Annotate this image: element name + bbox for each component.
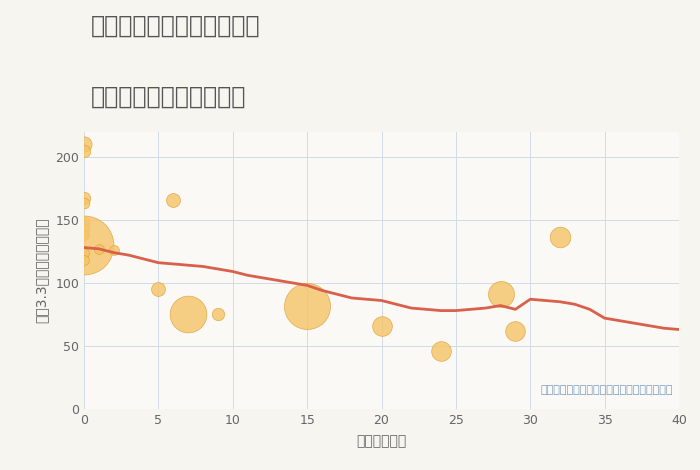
Point <box>108 246 119 254</box>
Point <box>435 347 447 355</box>
Point <box>510 327 521 335</box>
Point <box>78 249 90 256</box>
Text: 円の大きさは、取引のあった物件面積を示す: 円の大きさは、取引のあった物件面積を示す <box>540 385 673 395</box>
Text: 築年数別中古戸建て価格: 築年数別中古戸建て価格 <box>91 85 246 109</box>
Point <box>153 285 164 293</box>
Point <box>93 245 104 252</box>
Point <box>78 195 90 202</box>
Point <box>78 200 90 207</box>
Point <box>376 322 387 329</box>
Point <box>78 241 90 249</box>
Point <box>495 290 506 298</box>
Point <box>183 311 194 318</box>
Point <box>168 196 179 204</box>
Y-axis label: 坪（3.3㎡）単価（万円）: 坪（3.3㎡）単価（万円） <box>34 218 48 323</box>
Point <box>78 231 90 239</box>
Point <box>212 311 223 318</box>
Point <box>554 234 566 241</box>
Point <box>302 302 313 309</box>
Point <box>78 257 90 264</box>
Point <box>78 141 90 148</box>
Point <box>78 219 90 226</box>
Point <box>78 225 90 233</box>
X-axis label: 築年数（年）: 築年数（年） <box>356 434 407 448</box>
Point <box>78 147 90 154</box>
Text: 千葉県千葉市中央区南町の: 千葉県千葉市中央区南町の <box>91 14 260 38</box>
